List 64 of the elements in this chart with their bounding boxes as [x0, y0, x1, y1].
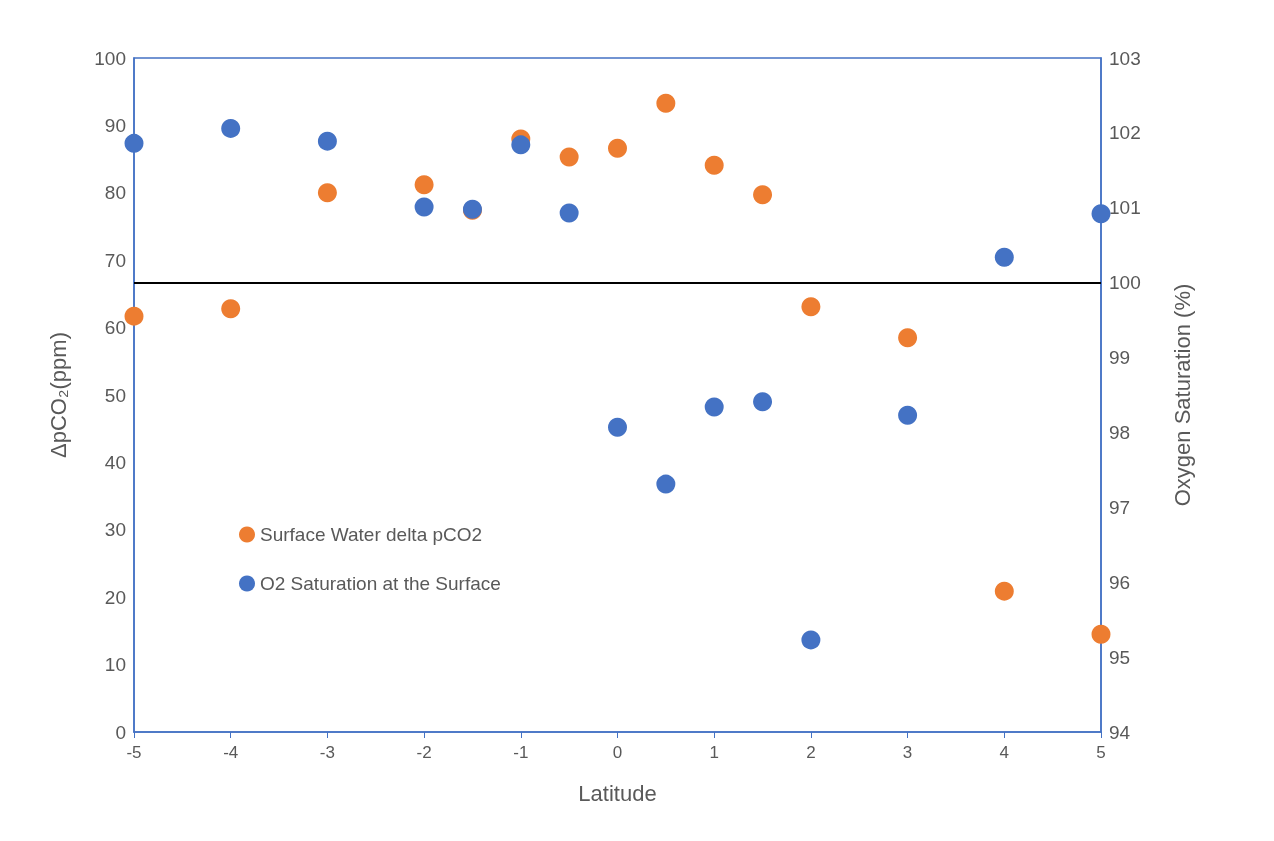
point — [124, 306, 144, 326]
y-tick-label: 10 — [104, 654, 126, 676]
point — [317, 131, 337, 151]
y2-tick-label: 98 — [1109, 421, 1131, 443]
x-tick-label: -1 — [513, 743, 529, 762]
point — [994, 247, 1014, 267]
y2-axis-title: Oxygen Saturation (%) — [1169, 283, 1195, 507]
y2-tick-label: 96 — [1109, 571, 1131, 593]
y-tick-label: 60 — [104, 317, 126, 339]
x-tick-label: 4 — [999, 743, 1010, 762]
y2-tick-label: 103 — [1109, 47, 1141, 69]
point — [704, 397, 724, 417]
point — [994, 581, 1014, 601]
y-tick-label: 100 — [94, 47, 126, 69]
point — [221, 299, 241, 319]
point — [801, 297, 821, 317]
y2-tick-label: 99 — [1109, 347, 1131, 369]
point — [898, 405, 918, 425]
point — [608, 138, 627, 158]
y-tick-label: 20 — [104, 586, 126, 608]
point — [414, 175, 434, 195]
point — [656, 93, 676, 113]
point — [511, 135, 531, 155]
x-tick-label: -4 — [223, 743, 239, 762]
point — [317, 183, 337, 203]
point — [414, 197, 434, 217]
y2-tick-label: 94 — [1109, 721, 1131, 743]
x-tick-label: -5 — [126, 743, 142, 762]
x-axis-title: Latitude — [578, 780, 657, 806]
y-tick-label: 0 — [115, 721, 126, 743]
y-tick-label: 40 — [104, 451, 126, 473]
point — [221, 118, 241, 138]
x-tick-label: 0 — [612, 743, 623, 762]
point — [753, 392, 773, 412]
point — [608, 417, 627, 437]
y-tick-label: 90 — [104, 114, 126, 136]
point — [753, 185, 773, 205]
point — [559, 147, 579, 167]
point — [656, 474, 676, 494]
legend-label: O2 Saturation at the Surface — [260, 573, 501, 594]
y-axis-title: ΔpCO₂(ppm) — [45, 332, 71, 458]
y-tick-label: 30 — [104, 519, 126, 541]
x-tick-label: 5 — [1096, 743, 1106, 762]
y2-tick-label: 101 — [1109, 197, 1141, 219]
point — [1091, 624, 1111, 644]
point — [704, 155, 724, 175]
y-tick-label: 70 — [104, 249, 126, 271]
legend-label: Surface Water delta pCO2 — [260, 524, 483, 545]
y-tick-label: 50 — [104, 384, 126, 406]
y2-tick-label: 102 — [1109, 122, 1141, 144]
x-tick-label: 2 — [806, 743, 816, 762]
y2-tick-label: 100 — [1109, 272, 1141, 294]
point — [801, 630, 821, 650]
x-tick-label: -2 — [416, 743, 432, 762]
point — [898, 328, 918, 348]
y-tick-label: 80 — [104, 182, 126, 204]
x-tick-label: -3 — [319, 743, 335, 762]
y2-tick-label: 95 — [1109, 646, 1131, 668]
x-tick-label: 1 — [709, 743, 719, 762]
point — [1091, 204, 1111, 224]
y2-tick-label: 97 — [1109, 496, 1131, 518]
point — [559, 203, 579, 223]
point — [124, 133, 144, 153]
x-tick-label: 3 — [902, 743, 913, 762]
